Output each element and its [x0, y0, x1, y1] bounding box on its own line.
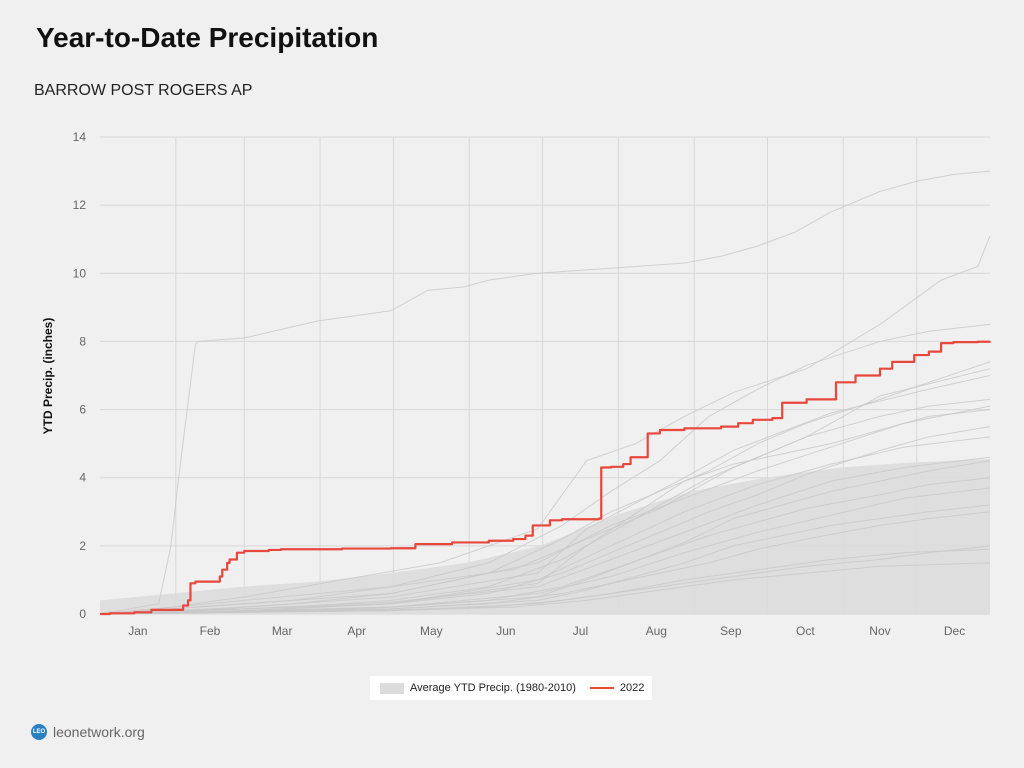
- footer-site-link[interactable]: leonetwork.org: [53, 724, 145, 740]
- y-axis-label: YTD Precip. (inches): [41, 318, 55, 435]
- x-tick-label: May: [420, 624, 443, 638]
- current-year-layer: [100, 340, 992, 616]
- axis-layer: 0 2 4 6 8 10 12 14 Jan Feb Mar Apr May Jun Jul Aug Sep Oc…: [73, 130, 966, 638]
- x-tick-label: Jan: [128, 624, 147, 638]
- historical-year-line: [99, 375, 991, 615]
- historical-year-line: [99, 436, 991, 615]
- historical-year-line: [99, 368, 991, 615]
- historical-year-line: [99, 504, 991, 615]
- y-tick-label: 10: [73, 266, 87, 280]
- historical-lines-layer: [99, 170, 991, 615]
- x-tick-label: Feb: [200, 624, 221, 638]
- historical-year-line: [99, 487, 991, 615]
- leo-logo-icon: LEO: [31, 724, 47, 740]
- y-tick-label: 2: [79, 539, 86, 553]
- historical-year-line: [99, 235, 991, 615]
- x-tick-label: Nov: [869, 624, 890, 638]
- average-ytd-area: [100, 458, 990, 614]
- y-tick-label: 12: [73, 198, 87, 212]
- y-tick-label: 14: [73, 130, 87, 144]
- historical-year-line: [99, 426, 991, 615]
- y-tick-label: 0: [79, 607, 86, 621]
- chart-title: Year-to-Date Precipitation: [36, 22, 379, 53]
- average-area-layer: [100, 458, 990, 614]
- chart-legend: Average YTD Precip. (1980-2010) 2022: [370, 676, 652, 700]
- legend-item-current[interactable]: 2022: [589, 682, 645, 694]
- historical-year-line: [99, 323, 991, 615]
- current-year-line-2022: [100, 340, 992, 616]
- x-tick-label: Jun: [496, 624, 515, 638]
- y-tick-label: 8: [79, 334, 86, 348]
- historical-year-line: [99, 170, 991, 615]
- y-tick-label: 6: [79, 403, 86, 417]
- legend-swatch-average: [380, 682, 404, 694]
- footer[interactable]: LEO leonetwork.org: [31, 724, 145, 740]
- station-name: BARROW POST ROGERS AP: [34, 82, 253, 99]
- historical-year-line: [99, 456, 991, 615]
- x-tick-label: Mar: [272, 624, 293, 638]
- x-tick-label: Oct: [796, 624, 815, 638]
- legend-swatch-current: [589, 687, 614, 689]
- x-tick-label: Sep: [720, 624, 742, 638]
- legend-item-average[interactable]: Average YTD Precip. (1980-2010): [380, 682, 576, 694]
- y-tick-label: 4: [79, 471, 86, 485]
- legend-label-average: Average YTD Precip. (1980-2010): [410, 682, 576, 694]
- x-tick-label: Dec: [944, 624, 965, 638]
- x-tick-label: Jul: [573, 624, 588, 638]
- historical-year-line: [99, 405, 991, 615]
- x-tick-label: Apr: [347, 624, 366, 638]
- legend-label-current: 2022: [619, 682, 645, 694]
- historical-year-line: [99, 562, 991, 615]
- x-tick-label: Aug: [646, 624, 667, 638]
